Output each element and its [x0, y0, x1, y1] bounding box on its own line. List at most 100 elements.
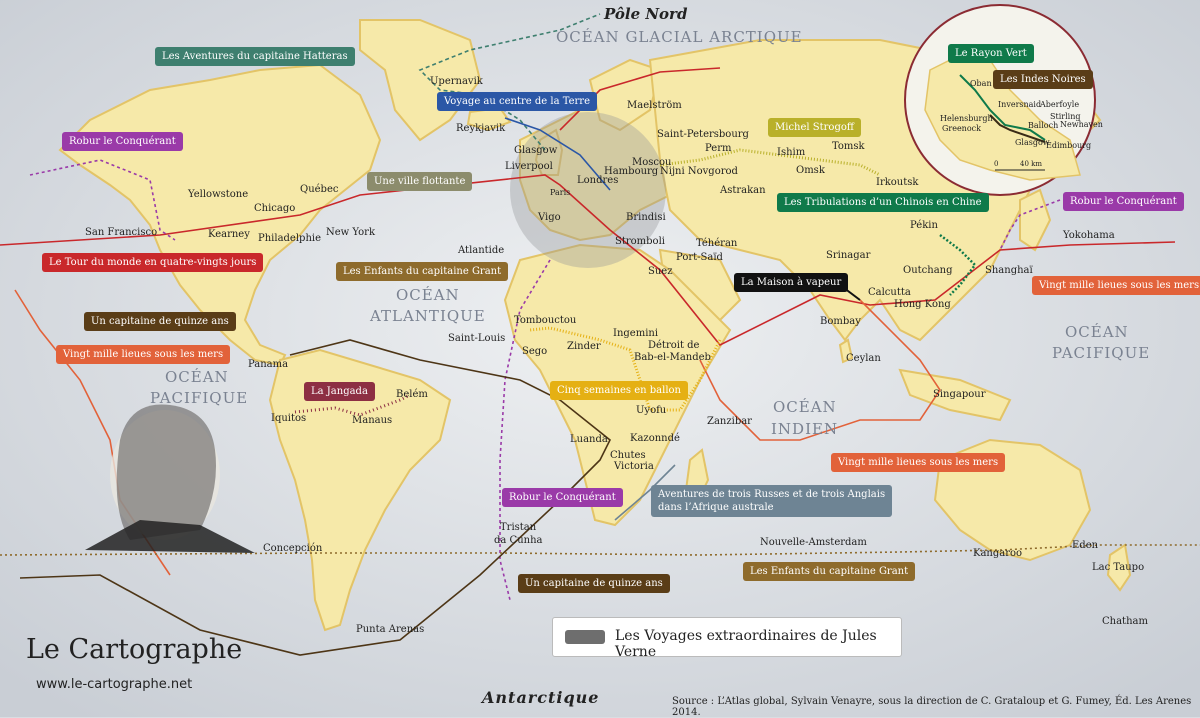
tag-capitaine-quinze-1[interactable]: Un capitaine de quinze ans: [84, 312, 236, 331]
route-trois-russes: [614, 464, 676, 521]
label-pekin: Pékin: [910, 220, 938, 231]
label-bab: Bab-el-Mandeb: [634, 352, 711, 363]
britain: [534, 128, 564, 176]
label-tristan-2: da Cunha: [494, 535, 543, 546]
tag-rayon-vert[interactable]: Le Rayon Vert: [948, 44, 1034, 63]
tag-trois-russes[interactable]: Aventures de trois Russes et de trois An…: [651, 485, 893, 517]
label-ceylan: Ceylan: [846, 353, 881, 364]
label-victoria: Victoria: [613, 461, 654, 472]
source-note: Source : L’Atlas global, Sylvain Venayre…: [672, 696, 1192, 718]
label-shanghai: Shanghaï: [985, 265, 1033, 276]
ocean-indien-1: OCÉAN: [773, 398, 837, 416]
label-zanzibar: Zanzibar: [707, 416, 752, 427]
tag-michel-strogoff[interactable]: Michel Strogoff: [768, 118, 861, 137]
label-panama: Panama: [248, 359, 288, 370]
label-ishim: Ishim: [777, 147, 806, 158]
ocean-indien-2: INDIEN: [771, 420, 838, 438]
tag-enfants-grant-2[interactable]: Les Enfants du capitaine Grant: [743, 562, 916, 581]
route-enfants-grant: [0, 544, 1200, 556]
inset-greenock: Greenock: [942, 124, 981, 133]
label-port-said: Port-Saïd: [676, 252, 724, 263]
label-reykjavik: Reykjavik: [456, 123, 506, 134]
label-eden: Eden: [1072, 540, 1099, 551]
route-tour-du-monde: [0, 174, 1176, 347]
label-nijni: Nijni Novgorod: [660, 166, 739, 177]
label-sego: Sego: [522, 346, 547, 357]
label-yokohama: Yokohama: [1062, 230, 1115, 241]
label-concepcion: Concepción: [263, 543, 323, 554]
label-yellowstone: Yellowstone: [187, 189, 248, 200]
tag-robur-1[interactable]: Robur le Conquérant: [62, 132, 183, 151]
tag-vingt-mille-1[interactable]: Vingt mille lieues sous les mers: [56, 345, 231, 364]
label-zinder: Zinder: [567, 341, 601, 352]
label-tombouctou: Tombouctou: [514, 315, 577, 326]
label-chatham: Chatham: [1102, 616, 1148, 627]
label-calcutta: Calcutta: [868, 287, 911, 298]
route-vingt-mille-2: [699, 299, 941, 441]
tag-maison-vapeur[interactable]: La Maison à vapeur: [734, 273, 849, 292]
label-vigo: Vigo: [537, 212, 561, 223]
tag-ville-flottante[interactable]: Une ville flottante: [367, 172, 473, 191]
tag-vingt-mille-2[interactable]: Vingt mille lieues sous les mers: [1032, 276, 1200, 295]
label-paris: Paris: [550, 188, 570, 197]
label-ingemini: Ingemini: [613, 328, 658, 339]
label-bombay: Bombay: [820, 316, 861, 327]
tag-robur-2[interactable]: Robur le Conquérant: [1063, 192, 1184, 211]
jules-verne-portrait: [85, 404, 255, 553]
indonesia: [898, 368, 1012, 422]
tag-cinq-semaines[interactable]: Cinq semaines en ballon: [550, 381, 688, 400]
label-hambourg: Hambourg: [604, 166, 659, 177]
tag-capitaine-quinze-2[interactable]: Un capitaine de quinze ans: [518, 574, 670, 593]
label-uyofu: Uyofu: [636, 405, 667, 416]
label-saint-petersbourg: Saint-Petersbourg: [657, 129, 750, 140]
tag-tribulations[interactable]: Les Tribulations d’un Chinois en Chine: [777, 193, 989, 212]
label-atlantide: Atlantide: [457, 245, 504, 256]
label-tomsk: Tomsk: [832, 141, 866, 152]
inset-helensburgh: Helensburgh: [940, 114, 993, 123]
tag-hatteras[interactable]: Les Aventures du capitaine Hatteras: [155, 47, 355, 66]
tag-enfants-grant-1[interactable]: Les Enfants du capitaine Grant: [336, 262, 509, 281]
tag-tour-du-monde[interactable]: Le Tour du monde en quatre-vingts jours: [42, 253, 264, 272]
label-maelstrom: Maelström: [627, 100, 682, 111]
inset-scale-40: 40 km: [1020, 160, 1042, 168]
inset-newhaven: Newhaven: [1060, 120, 1103, 129]
brand-url[interactable]: www.le-cartographe.net: [36, 677, 193, 692]
inset-inversnaid: Inversnaid: [998, 100, 1041, 109]
label-tristan-1: Tristan: [500, 522, 537, 533]
title-antarctique: Antarctique: [482, 688, 600, 707]
ocean-pacifique-w2: PACIFIQUE: [150, 389, 248, 407]
label-londres: Londres: [577, 175, 618, 186]
label-teheran: Téhéran: [696, 238, 738, 249]
ocean-pacifique-e1: OCÉAN: [1065, 323, 1129, 341]
route-jangada: [294, 393, 411, 417]
tag-indes-noires[interactable]: Les Indes Noires: [993, 70, 1093, 89]
label-outchang: Outchang: [903, 265, 953, 276]
tag-vingt-mille-3[interactable]: Vingt mille lieues sous les mers: [831, 453, 1006, 472]
south-america: [268, 348, 452, 632]
tag-voyage-centre[interactable]: Voyage au centre de la Terre: [437, 92, 597, 111]
tag-jangada[interactable]: La Jangada: [304, 382, 375, 401]
label-hong-kong: Hong Kong: [894, 299, 951, 310]
ocean-pacifique-e2: PACIFIQUE: [1052, 344, 1150, 362]
label-new-york: New York: [326, 227, 376, 238]
ocean-pacifique-w1: OCÉAN: [165, 368, 229, 386]
label-liverpool: Liverpool: [505, 161, 553, 172]
title-pole-nord: Pôle Nord: [604, 5, 688, 23]
legend-title: Les Voyages extraordinaires de Jules Ver…: [615, 628, 877, 660]
legend: Les Voyages extraordinaires de Jules Ver…: [552, 617, 902, 660]
inset-balloch: Balloch: [1028, 121, 1058, 130]
inset-edimbourg: Edimbourg: [1046, 141, 1091, 150]
japan: [1019, 188, 1052, 252]
label-suez: Suez: [648, 266, 672, 277]
inset-glasgow: Glasgow: [1015, 138, 1050, 147]
label-glasgow: Glasgow: [514, 145, 558, 156]
label-moscou: Moscou: [632, 157, 672, 168]
tag-robur-3[interactable]: Robur le Conquérant: [502, 488, 623, 507]
inset-scale-0: 0: [994, 160, 998, 168]
label-chutes: Chutes: [610, 450, 646, 461]
label-irkoutsk: Irkoutsk: [876, 177, 919, 188]
label-luanda: Luanda: [570, 434, 608, 445]
label-kangaroo: Kangaroo: [973, 548, 1022, 559]
sri-lanka: [838, 338, 854, 364]
